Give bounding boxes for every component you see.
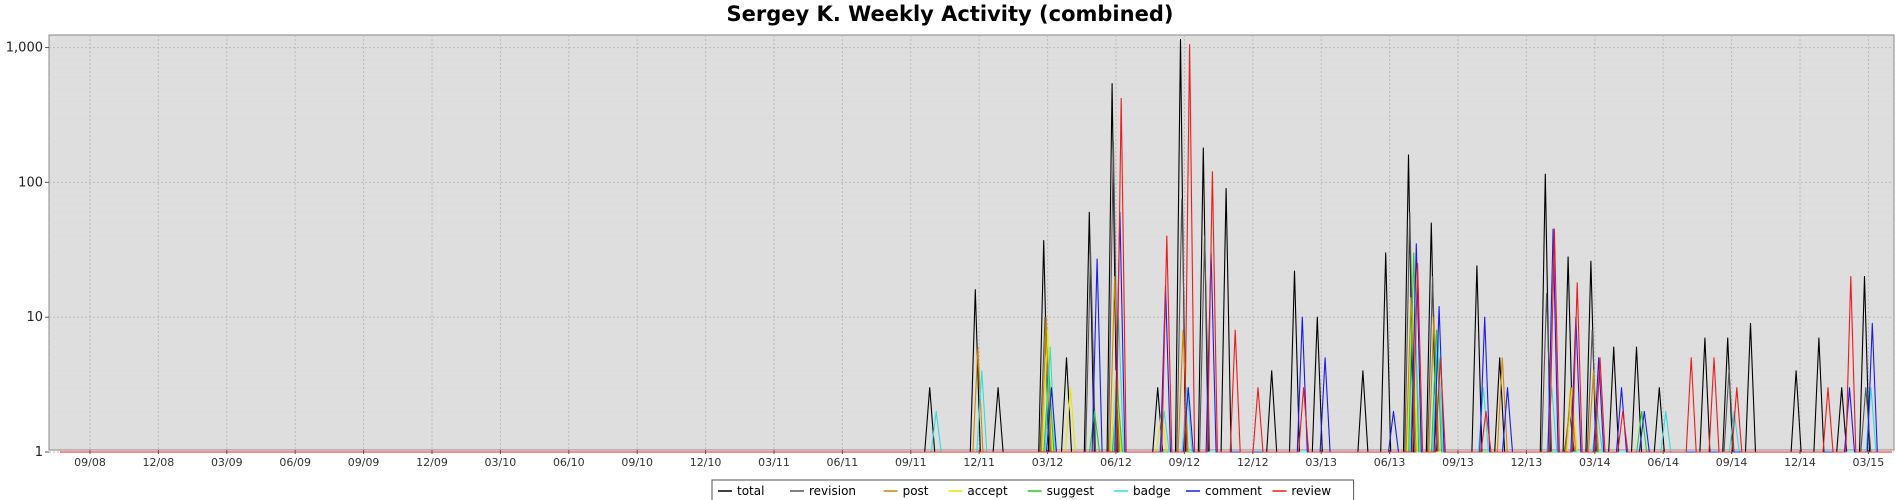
y-tick-label: 10 bbox=[26, 310, 43, 325]
x-tick-label: 09/13 bbox=[1442, 456, 1474, 469]
y-tick-label: 1 bbox=[35, 445, 43, 460]
x-tick-label: 12/08 bbox=[143, 456, 175, 469]
legend-label-badge: badge bbox=[1133, 484, 1171, 498]
x-axis-ticks: 09/08 12/08 03/09 06/09 09/09 12/09 03/10 06/10… bbox=[74, 450, 1884, 469]
x-tick-label: 09/11 bbox=[895, 456, 927, 469]
x-tick-label: 12/11 bbox=[963, 456, 995, 469]
legend-box bbox=[711, 479, 1355, 500]
x-tick-label: 12/10 bbox=[690, 456, 722, 469]
x-tick-label: 06/11 bbox=[827, 456, 859, 469]
plot-area bbox=[48, 34, 1895, 451]
legend-label-review: review bbox=[1291, 484, 1331, 498]
x-tick-label: 06/09 bbox=[279, 456, 311, 469]
legend-label-total: total bbox=[737, 484, 764, 498]
x-tick-label: 03/10 bbox=[485, 456, 517, 469]
x-tick-label: 03/13 bbox=[1305, 456, 1337, 469]
legend-label-accept: accept bbox=[967, 484, 1008, 498]
x-tick-label: 06/10 bbox=[553, 456, 585, 469]
y-tick-label: 100 bbox=[18, 175, 43, 190]
legend-label-comment: comment bbox=[1205, 484, 1262, 498]
x-tick-label: 12/12 bbox=[1237, 456, 1269, 469]
x-tick-label: 03/09 bbox=[211, 456, 243, 469]
x-tick-label: 12/14 bbox=[1784, 456, 1816, 469]
x-tick-label: 09/10 bbox=[621, 456, 653, 469]
chart-title: Sergey K. Weekly Activity (combined) bbox=[726, 2, 1174, 26]
grid-lines bbox=[49, 35, 1894, 453]
legend-label-suggest: suggest bbox=[1047, 484, 1095, 498]
x-tick-label: 09/08 bbox=[74, 456, 106, 469]
x-tick-label: 12/13 bbox=[1511, 456, 1543, 469]
legend: total revision post accept suggest badge comme… bbox=[711, 479, 1355, 500]
x-tick-label: 06/14 bbox=[1647, 456, 1679, 469]
x-tick-label: 09/09 bbox=[348, 456, 380, 469]
x-tick-label: 03/11 bbox=[758, 456, 790, 469]
series-line-review bbox=[60, 44, 1892, 453]
x-tick-label: 06/12 bbox=[1100, 456, 1132, 469]
x-tick-label: 03/14 bbox=[1579, 456, 1611, 469]
y-tick-label: 1,000 bbox=[6, 41, 43, 56]
series-lines bbox=[60, 38, 1892, 453]
x-tick-label: 09/12 bbox=[1169, 456, 1201, 469]
x-tick-label: 03/15 bbox=[1853, 456, 1885, 469]
legend-label-post: post bbox=[903, 484, 929, 498]
legend-label-revision: revision bbox=[809, 484, 856, 498]
y-axis-ticks: 1 10 100 1,000 bbox=[6, 41, 49, 460]
x-tick-label: 12/09 bbox=[416, 456, 448, 469]
x-tick-label: 03/12 bbox=[1032, 456, 1064, 469]
x-tick-label: 06/13 bbox=[1374, 456, 1406, 469]
x-tick-label: 09/14 bbox=[1716, 456, 1748, 469]
